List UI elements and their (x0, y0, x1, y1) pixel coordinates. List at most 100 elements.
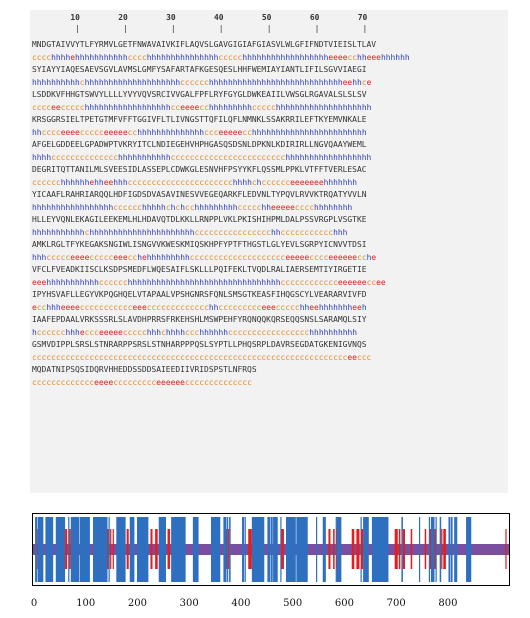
coil-run: cccccc (98, 277, 128, 287)
structure-line: hhhhhhhhhhchhhhhhhhhhhhhhhhhhhhcccccchhh… (32, 77, 410, 90)
helix-run: h (366, 252, 372, 262)
helix-run: hhhhhhhhhhhhhhhhhhhhhhhh (251, 127, 367, 137)
axis-tick-label: 600 (334, 598, 354, 609)
strand-run: eeee (180, 102, 200, 112)
helix-segment (129, 517, 135, 582)
strand-run: eeee (60, 127, 80, 137)
helix-run: hhhhhhhhhhhhhhhhhh (242, 52, 329, 62)
strand-segment (167, 529, 171, 569)
helix-segment (466, 517, 472, 582)
strand-run: e (141, 252, 147, 262)
helix-segment (242, 517, 245, 582)
helix-run: hhhhhhhhh (208, 102, 252, 112)
strand-segment (351, 529, 355, 569)
helix-run: hhhhhhhhhhhhhh (137, 127, 205, 137)
ruler-number: 10 (70, 13, 80, 22)
coil-run: cccccccccccccc (51, 152, 119, 162)
strand-segment (356, 529, 360, 569)
strand-segment (281, 529, 284, 569)
coil-run: cccc (41, 127, 61, 137)
ruler-tick: | (314, 24, 320, 33)
strand-run: eeeeeee (290, 177, 324, 187)
ruler-tick: | (362, 24, 368, 33)
coil-run: ccc (84, 327, 99, 337)
strand-run: eeeee (285, 252, 310, 262)
ruler-tick: | (170, 24, 176, 33)
strand-segment (394, 529, 398, 569)
coil-run: c (84, 227, 90, 237)
coil-run: cc (36, 302, 47, 312)
strand-segment (333, 529, 335, 569)
sequence-line: SYIAYYIAQESAEVSGVLAVMSLGMFYSAFARTAFKGESQ… (32, 65, 367, 74)
strand-run: e (366, 77, 372, 87)
strand-run: eeeeee (156, 377, 185, 387)
coil-run: ccccc (275, 302, 300, 312)
helix-segment (227, 517, 229, 582)
coil-run: cc (184, 202, 195, 212)
helix-run: h (170, 202, 176, 212)
sequence-line: VFCLFVEADKIISCLKSDPSMEDFLWQESAIFLSKLLLPQ… (32, 265, 367, 274)
strand-segment (155, 529, 158, 569)
helix-run: hhhhhhhhhh (32, 77, 80, 87)
helix-segment (108, 517, 110, 582)
strand-segment (248, 529, 252, 569)
sequence-line: MNDGTAIVVYTLFYRMVLGETFNWAVAIVKIFLAQVSLGA… (32, 40, 377, 49)
coil-run: cccccccccccccccccccc (189, 252, 286, 262)
coil-run: cccccc (113, 202, 142, 212)
sequence-line: MQDATNIPSQSIDQRVHHEDDSSDDSAIEEDIIVRIDSPS… (32, 365, 257, 374)
coil-run: c (79, 77, 85, 87)
coil-run: cc (357, 252, 367, 262)
helix-run: hhhhhhhhhhh (75, 52, 128, 62)
structure-line: eeehhhhhhhhhhhcccccchhhhhhhhhhhhhhhhhhhh… (32, 277, 410, 290)
coil-run: ccccc (89, 252, 114, 262)
strand-segment (65, 529, 68, 569)
helix-segment (192, 517, 199, 582)
coil-run: cc (127, 127, 138, 137)
helix-run: hh (352, 77, 362, 87)
ruler-number: 70 (357, 13, 368, 22)
strand-run: eeeeee (328, 252, 358, 262)
sequence-line: HLLEYVQNLEKAGILEEKEMLHLHDAVQTDLKKLLRNPPL… (32, 215, 367, 224)
helix-run: hhhh (232, 177, 252, 187)
helix-run: hhhhhhhhhhhhhhhhhhhh (84, 77, 181, 87)
strand-run: eee (132, 302, 147, 312)
ruler-tick: | (218, 24, 224, 33)
coil-run: ccccccccccc (79, 302, 133, 312)
sequence-line: YICAAFLRAHRIARQQLHDFIGDSDVASAVINESVVEGEQ… (32, 190, 367, 199)
helix-run: hh (32, 127, 42, 137)
structure-line: cccceeccccchhhhhhhhhhhhhhhhhhcceeeecchhh… (32, 102, 410, 115)
helix-run: hhhhhhhhhhh (118, 152, 171, 162)
coil-run: cc (347, 52, 358, 62)
helix-segment (430, 517, 435, 582)
helix-run: hh (299, 302, 310, 312)
helix-segment (137, 517, 149, 582)
coil-run: cccc (127, 52, 147, 62)
sequence-panel: 10 20 30 40 50 60 70 | | | | | | | MNDGTAIVVYTLFYRMV… (30, 10, 508, 493)
residue-axis: 0 100 200 300 400 500 600 700 800 (0, 598, 530, 618)
sequence-line: IAAFEPDAALVRKSSSRLSLAVDHPRRSFRKEHSHLMSWP… (32, 315, 367, 324)
helix-segment (435, 517, 437, 582)
helix-segment (68, 517, 70, 582)
helix-run: hhhhhh (199, 327, 229, 337)
helix-run: hhhh (51, 52, 71, 62)
helix-run: hhhhhhhhhhhhhhhhhhhhhhhhhhhhhhhh (127, 277, 281, 287)
helix-segment (280, 517, 282, 582)
ruler-tick: | (75, 24, 80, 33)
sequence-line: LSDDKVFHHGTSWVYLLLLYVYVQVSRCIVVGALFPFLRY… (32, 90, 367, 99)
helix-segment (439, 517, 442, 582)
strand-run: ee (51, 102, 61, 112)
strand-segment (402, 529, 405, 569)
helix-segment (171, 517, 186, 582)
helix-run: h (361, 302, 367, 312)
helix-segment (448, 517, 451, 582)
helix-run: hh (357, 52, 367, 62)
strand-run: eee (261, 302, 276, 312)
helix-segment (70, 517, 80, 582)
strand-segment (328, 529, 331, 569)
coil-run: cc (127, 252, 138, 262)
strand-segment (150, 529, 153, 569)
helix-run: hhh (113, 177, 128, 187)
sequence-line: GSMVDIPPLSRSLSTNRARPPSRSLSTNHARPPPQSLSYP… (32, 340, 367, 349)
sequence-lines: MNDGTAIVVYTLFYRMVLGETFNWAVAIVKIFLAQVSLGA… (32, 39, 410, 389)
strand-segment (441, 529, 443, 569)
